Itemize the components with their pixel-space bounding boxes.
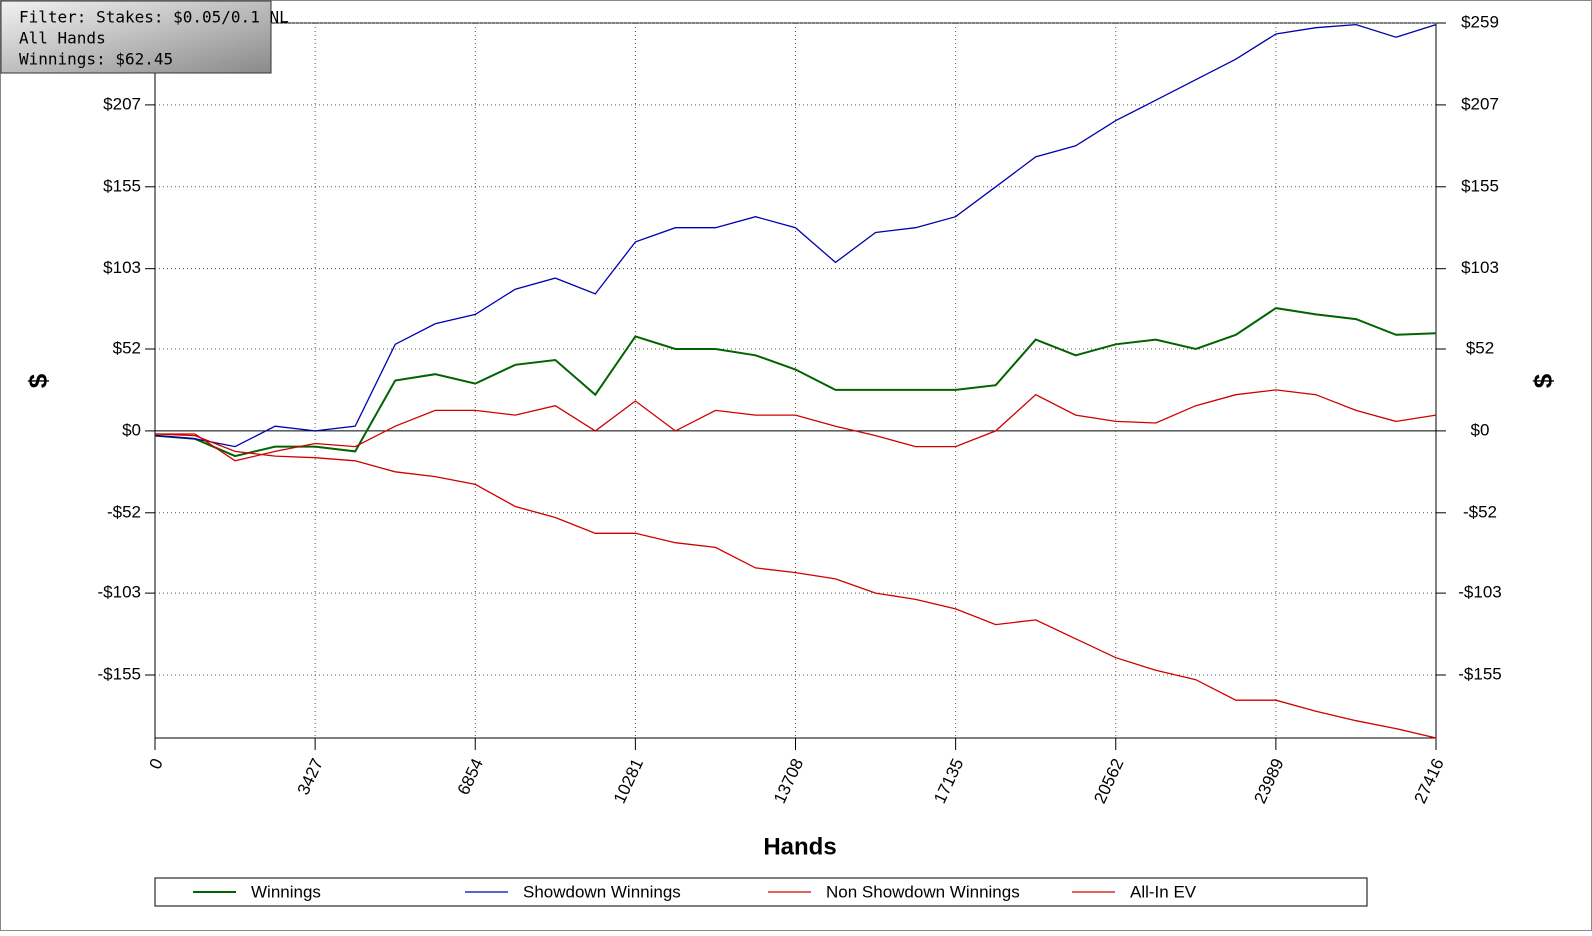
- annotation: All Hands: [19, 29, 106, 48]
- y-tick-label: $52: [113, 338, 141, 357]
- y-axis-label: $: [23, 373, 53, 388]
- x-axis-label: Hands: [763, 833, 836, 860]
- series-line: [154, 23, 1437, 448]
- y-tick-label: $103: [103, 258, 141, 277]
- y-tick-label: $0: [122, 420, 141, 439]
- annotation: Winnings: $62.45: [19, 50, 173, 69]
- y-tick-label: -$155: [98, 664, 141, 683]
- y2-tick-label: $155: [1461, 176, 1499, 195]
- y2-tick-label: $103: [1461, 258, 1499, 277]
- legend-label: Winnings: [251, 882, 321, 901]
- y2-tick-label: $259: [1461, 12, 1499, 31]
- y2-tick-label: -$52: [1463, 502, 1497, 521]
- y-tick-label: $207: [103, 94, 141, 113]
- legend-label: Showdown Winnings: [523, 882, 681, 901]
- series-line: [154, 307, 1437, 458]
- y-tick-label: -$103: [98, 583, 141, 602]
- y2-tick-label: $207: [1461, 94, 1499, 113]
- y2-axis-label: $: [1528, 373, 1558, 388]
- legend-label: All-In EV: [1130, 882, 1197, 901]
- filter-box: [0, 0, 272, 74]
- legend-label: Non Showdown Winnings: [826, 882, 1020, 901]
- y-tick-label: -$52: [107, 502, 141, 521]
- y2-tick-label: -$103: [1458, 583, 1501, 602]
- y2-tick-label: $52: [1466, 338, 1494, 357]
- y-tick-label: $155: [103, 176, 141, 195]
- series-line: [154, 433, 1437, 739]
- y2-tick-label: $0: [1471, 420, 1490, 439]
- legend-box: [154, 877, 1368, 907]
- series-line: [155, 389, 1437, 462]
- y2-tick-label: -$155: [1458, 664, 1501, 683]
- annotation: Filter: Stakes: $0.05/0.1 NL: [19, 8, 289, 27]
